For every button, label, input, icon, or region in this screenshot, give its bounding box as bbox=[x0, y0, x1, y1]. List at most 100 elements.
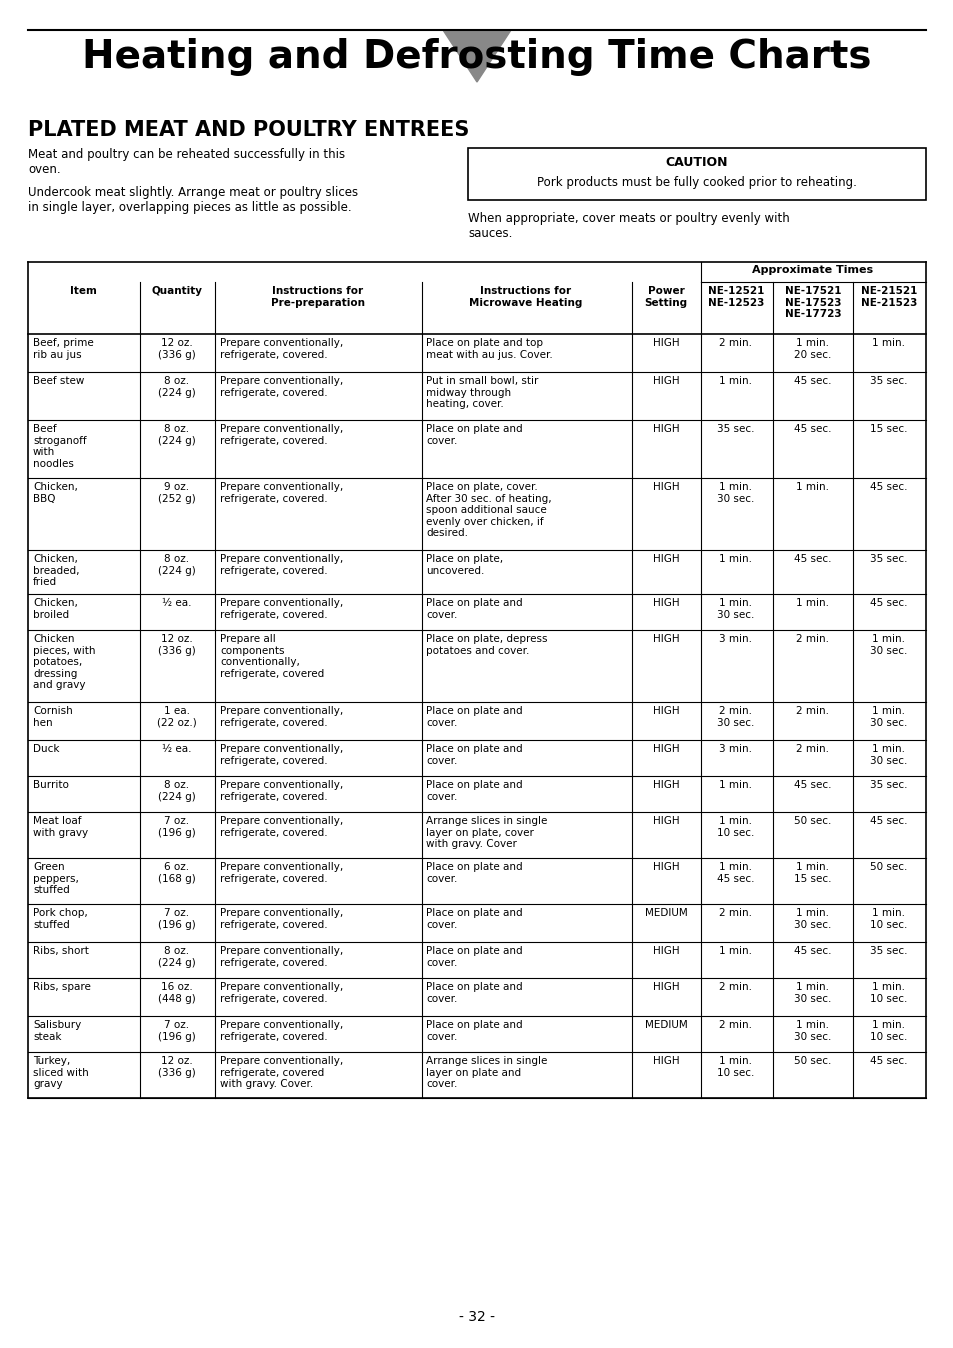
Text: Prepare conventionally,
refrigerate, covered.: Prepare conventionally, refrigerate, cov… bbox=[220, 599, 343, 620]
Text: Put in small bowl, stir
midway through
heating, cover.: Put in small bowl, stir midway through h… bbox=[426, 376, 537, 410]
Text: 2 min.: 2 min. bbox=[796, 706, 828, 716]
Text: 45 sec.: 45 sec. bbox=[794, 554, 831, 563]
Text: 45 sec.: 45 sec. bbox=[794, 376, 831, 386]
Text: 35 sec.: 35 sec. bbox=[869, 376, 907, 386]
Text: HIGH: HIGH bbox=[652, 744, 679, 754]
Text: Prepare all
components
conventionally,
refrigerate, covered: Prepare all components conventionally, r… bbox=[220, 634, 324, 679]
Text: Prepare conventionally,
refrigerate, covered.: Prepare conventionally, refrigerate, cov… bbox=[220, 780, 343, 802]
Text: Prepare conventionally,
refrigerate, covered.: Prepare conventionally, refrigerate, cov… bbox=[220, 1020, 343, 1042]
Text: Meat loaf
with gravy: Meat loaf with gravy bbox=[33, 816, 88, 837]
Text: Prepare conventionally,
refrigerate, covered.: Prepare conventionally, refrigerate, cov… bbox=[220, 981, 343, 1004]
Text: Chicken,
breaded,
fried: Chicken, breaded, fried bbox=[33, 554, 79, 588]
Text: 1 min.: 1 min. bbox=[719, 780, 752, 790]
Text: NE-17521
NE-17523
NE-17723: NE-17521 NE-17523 NE-17723 bbox=[784, 286, 841, 319]
Text: Arrange slices in single
layer on plate, cover
with gravy. Cover: Arrange slices in single layer on plate,… bbox=[426, 816, 547, 849]
Text: 7 oz.
(196 g): 7 oz. (196 g) bbox=[158, 909, 195, 930]
Text: 2 min.
30 sec.: 2 min. 30 sec. bbox=[717, 706, 754, 728]
Text: 3 min.: 3 min. bbox=[719, 744, 752, 754]
Text: 1 min.: 1 min. bbox=[796, 599, 828, 608]
Text: 1 min.
10 sec.: 1 min. 10 sec. bbox=[717, 816, 754, 837]
Text: Pork chop,
stuffed: Pork chop, stuffed bbox=[33, 909, 88, 930]
Text: 12 oz.
(336 g): 12 oz. (336 g) bbox=[158, 338, 195, 360]
Text: 12 oz.
(336 g): 12 oz. (336 g) bbox=[158, 1055, 195, 1077]
Text: 8 oz.
(224 g): 8 oz. (224 g) bbox=[158, 376, 195, 398]
Text: Place on plate and
cover.: Place on plate and cover. bbox=[426, 425, 522, 446]
Text: 45 sec.: 45 sec. bbox=[869, 1055, 907, 1066]
Text: 45 sec.: 45 sec. bbox=[869, 483, 907, 492]
Text: HIGH: HIGH bbox=[652, 376, 679, 386]
Text: Prepare conventionally,
refrigerate, covered.: Prepare conventionally, refrigerate, cov… bbox=[220, 338, 343, 360]
Text: 15 sec.: 15 sec. bbox=[869, 425, 907, 434]
Text: Prepare conventionally,
refrigerate, covered.: Prepare conventionally, refrigerate, cov… bbox=[220, 744, 343, 766]
Text: Power
Setting: Power Setting bbox=[644, 286, 687, 307]
Text: HIGH: HIGH bbox=[652, 706, 679, 716]
Text: Instructions for
Microwave Heating: Instructions for Microwave Heating bbox=[469, 286, 582, 307]
Text: 50 sec.: 50 sec. bbox=[794, 816, 831, 826]
Bar bbox=[468, 148, 925, 200]
Text: 1 min.: 1 min. bbox=[719, 946, 752, 956]
Text: 45 sec.: 45 sec. bbox=[794, 946, 831, 956]
Text: 35 sec.: 35 sec. bbox=[717, 425, 754, 434]
Text: 1 ea.
(22 oz.): 1 ea. (22 oz.) bbox=[157, 706, 196, 728]
Text: 2 min.: 2 min. bbox=[719, 1020, 752, 1030]
Text: Place on plate and
cover.: Place on plate and cover. bbox=[426, 946, 522, 968]
Text: Duck: Duck bbox=[33, 744, 59, 754]
Text: Heating and Defrosting Time Charts: Heating and Defrosting Time Charts bbox=[82, 38, 871, 75]
Text: 2 min.: 2 min. bbox=[719, 338, 752, 348]
Text: 1 min.: 1 min. bbox=[872, 338, 904, 348]
Text: 9 oz.
(252 g): 9 oz. (252 g) bbox=[158, 483, 195, 504]
Text: 35 sec.: 35 sec. bbox=[869, 554, 907, 563]
Text: 1 min.
30 sec.: 1 min. 30 sec. bbox=[794, 981, 831, 1004]
Text: 1 min.
10 sec.: 1 min. 10 sec. bbox=[717, 1055, 754, 1077]
Text: HIGH: HIGH bbox=[652, 599, 679, 608]
Text: 2 min.: 2 min. bbox=[719, 981, 752, 992]
Text: Beef
stroganoff
with
noodles: Beef stroganoff with noodles bbox=[33, 425, 87, 469]
Text: Prepare conventionally,
refrigerate, covered.: Prepare conventionally, refrigerate, cov… bbox=[220, 425, 343, 446]
Text: 1 min.
10 sec.: 1 min. 10 sec. bbox=[869, 1020, 906, 1042]
Text: NE-21521
NE-21523: NE-21521 NE-21523 bbox=[860, 286, 916, 307]
Text: MEDIUM: MEDIUM bbox=[644, 1020, 687, 1030]
Text: 1 min.: 1 min. bbox=[719, 376, 752, 386]
Text: HIGH: HIGH bbox=[652, 816, 679, 826]
Text: Prepare conventionally,
refrigerate, covered
with gravy. Cover.: Prepare conventionally, refrigerate, cov… bbox=[220, 1055, 343, 1089]
Text: 35 sec.: 35 sec. bbox=[869, 780, 907, 790]
Text: 50 sec.: 50 sec. bbox=[794, 1055, 831, 1066]
Text: Pork products must be fully cooked prior to reheating.: Pork products must be fully cooked prior… bbox=[537, 177, 856, 189]
Text: ½ ea.: ½ ea. bbox=[162, 599, 192, 608]
Text: 1 min.
20 sec.: 1 min. 20 sec. bbox=[794, 338, 831, 360]
Text: NE-12521
NE-12523: NE-12521 NE-12523 bbox=[707, 286, 763, 307]
Text: Place on plate, cover.
After 30 sec. of heating,
spoon additional sauce
evenly o: Place on plate, cover. After 30 sec. of … bbox=[426, 483, 551, 538]
Text: 1 min.
30 sec.: 1 min. 30 sec. bbox=[869, 744, 906, 766]
Text: 6 oz.
(168 g): 6 oz. (168 g) bbox=[158, 861, 195, 883]
Text: CAUTION: CAUTION bbox=[665, 156, 727, 168]
Text: 1 min.
30 sec.: 1 min. 30 sec. bbox=[869, 634, 906, 655]
Text: PLATED MEAT AND POULTRY ENTREES: PLATED MEAT AND POULTRY ENTREES bbox=[28, 120, 469, 140]
Text: 7 oz.
(196 g): 7 oz. (196 g) bbox=[158, 816, 195, 837]
Text: Burrito: Burrito bbox=[33, 780, 69, 790]
Text: MEDIUM: MEDIUM bbox=[644, 909, 687, 918]
Text: Place on plate and
cover.: Place on plate and cover. bbox=[426, 599, 522, 620]
Text: 2 min.: 2 min. bbox=[796, 634, 828, 644]
Text: Approximate Times: Approximate Times bbox=[752, 266, 873, 275]
Text: Place on plate and top
meat with au jus. Cover.: Place on plate and top meat with au jus.… bbox=[426, 338, 552, 360]
Text: Ribs, spare: Ribs, spare bbox=[33, 981, 91, 992]
Text: Place on plate and
cover.: Place on plate and cover. bbox=[426, 1020, 522, 1042]
Text: Place on plate and
cover.: Place on plate and cover. bbox=[426, 744, 522, 766]
Text: Place on plate, depress
potatoes and cover.: Place on plate, depress potatoes and cov… bbox=[426, 634, 547, 655]
Text: Turkey,
sliced with
gravy: Turkey, sliced with gravy bbox=[33, 1055, 89, 1089]
Text: HIGH: HIGH bbox=[652, 554, 679, 563]
Text: 8 oz.
(224 g): 8 oz. (224 g) bbox=[158, 946, 195, 968]
Text: Item: Item bbox=[70, 286, 96, 297]
Text: 1 min.
10 sec.: 1 min. 10 sec. bbox=[869, 981, 906, 1004]
Text: 45 sec.: 45 sec. bbox=[794, 780, 831, 790]
Text: Quantity: Quantity bbox=[152, 286, 202, 297]
Text: Arrange slices in single
layer on plate and
cover.: Arrange slices in single layer on plate … bbox=[426, 1055, 547, 1089]
Text: Undercook meat slightly. Arrange meat or poultry slices
in single layer, overlap: Undercook meat slightly. Arrange meat or… bbox=[28, 186, 357, 214]
Text: Prepare conventionally,
refrigerate, covered.: Prepare conventionally, refrigerate, cov… bbox=[220, 554, 343, 576]
Text: 8 oz.
(224 g): 8 oz. (224 g) bbox=[158, 425, 195, 446]
Text: 1 min.
30 sec.: 1 min. 30 sec. bbox=[717, 599, 754, 620]
Text: 1 min.
10 sec.: 1 min. 10 sec. bbox=[869, 909, 906, 930]
Text: Place on plate,
uncovered.: Place on plate, uncovered. bbox=[426, 554, 502, 576]
Text: - 32 -: - 32 - bbox=[458, 1310, 495, 1324]
Text: Place on plate and
cover.: Place on plate and cover. bbox=[426, 706, 522, 728]
